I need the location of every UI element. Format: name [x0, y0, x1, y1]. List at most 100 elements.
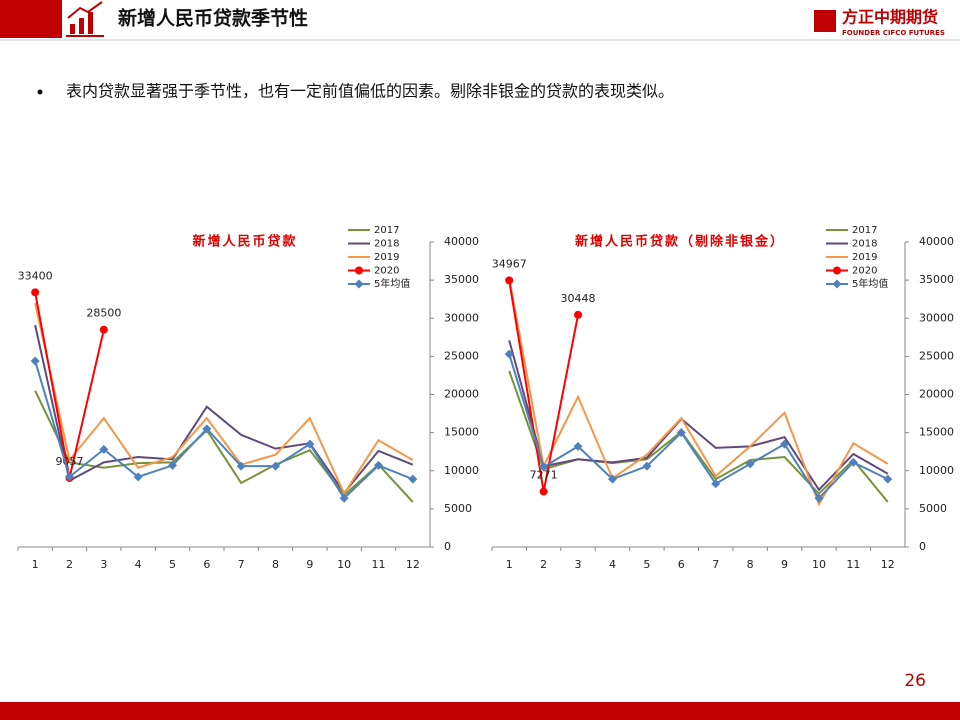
y-tick-label: 25000: [919, 349, 954, 362]
data-point: [99, 325, 108, 334]
x-tick-label: 5: [169, 558, 176, 571]
x-tick-label: 12: [881, 558, 895, 571]
legend-marker: [355, 266, 363, 275]
data-point: [883, 474, 893, 484]
legend-label: 5年均值: [852, 277, 888, 290]
x-tick-label: 1: [506, 558, 513, 571]
logo-mark: [814, 10, 836, 32]
x-tick-label: 6: [678, 558, 685, 571]
data-label: 9057: [56, 455, 84, 468]
data-point: [539, 462, 549, 472]
chart-title: 新增人民币贷款（剔除非银金）: [575, 234, 785, 250]
x-tick-label: 12: [406, 558, 420, 571]
x-tick-label: 2: [66, 558, 73, 571]
legend-marker: [354, 279, 364, 289]
x-tick-label: 3: [100, 558, 107, 571]
data-point: [271, 461, 280, 471]
y-tick-label: 40000: [444, 235, 479, 248]
x-tick-label: 10: [812, 558, 826, 571]
data-point: [814, 493, 824, 503]
data-point: [65, 472, 74, 482]
data-point: [30, 356, 40, 366]
x-tick-label: 7: [712, 558, 719, 571]
x-tick-label: 6: [203, 558, 210, 571]
x-tick-label: 10: [337, 558, 351, 571]
legend-marker: [832, 279, 842, 289]
y-tick-label: 30000: [444, 311, 479, 324]
header-block: [0, 0, 62, 38]
x-tick-label: 11: [846, 558, 860, 571]
data-point: [31, 288, 40, 297]
y-tick-label: 5000: [919, 502, 947, 515]
data-label: 34967: [492, 257, 527, 270]
series-line: [34, 302, 414, 496]
y-tick-label: 40000: [919, 235, 954, 248]
data-label: 7271: [530, 469, 558, 482]
y-tick-label: 30000: [919, 311, 954, 324]
x-tick-label: 8: [747, 558, 754, 571]
data-point: [168, 460, 177, 470]
y-tick-label: 20000: [444, 388, 479, 401]
bullet-text: 表内贷款显著强于季节性，也有一定前值偏低的因素。剔除非银金的贷款的表现类似。: [66, 82, 674, 101]
legend-label: 2018: [852, 239, 877, 250]
data-point: [745, 459, 755, 469]
x-tick-label: 11: [372, 558, 386, 571]
data-point: [133, 472, 143, 482]
data-label: 28500: [86, 307, 121, 320]
data-point: [99, 444, 109, 454]
y-tick-label: 10000: [919, 464, 954, 477]
x-tick-label: 7: [238, 558, 245, 571]
legend-label: 2017: [852, 225, 877, 236]
series-line: [508, 277, 889, 507]
bullet-dot: [37, 89, 43, 95]
x-tick-label: 4: [135, 558, 142, 571]
logo-text: 方正中期期货: [842, 8, 938, 27]
data-point: [539, 487, 548, 496]
data-point: [676, 428, 686, 438]
legend-marker: [833, 266, 841, 275]
data-point: [607, 474, 617, 484]
y-tick-label: 10000: [444, 464, 479, 477]
y-tick-label: 35000: [919, 273, 954, 286]
series-line: [34, 324, 414, 495]
x-tick-label: 1: [32, 558, 39, 571]
y-tick-label: 5000: [444, 502, 472, 515]
x-tick-label: 4: [609, 558, 616, 571]
x-tick-label: 2: [540, 558, 547, 571]
series-line: [508, 340, 889, 492]
series-line: [34, 360, 414, 500]
legend-label: 5年均值: [374, 277, 410, 290]
header-icon: [66, 1, 104, 37]
series-line: [508, 353, 889, 500]
legend-label: 2018: [374, 239, 399, 250]
legend-label: 2019: [374, 252, 399, 263]
data-point: [236, 461, 246, 471]
legend-label: 2020: [374, 266, 399, 277]
y-tick-label: 15000: [919, 426, 954, 439]
chart-title: 新增人民币贷款: [192, 234, 297, 250]
y-tick-label: 35000: [444, 273, 479, 286]
legend-label: 2020: [852, 266, 877, 277]
data-point: [780, 439, 790, 449]
legend-label: 2017: [374, 225, 399, 236]
data-point: [642, 461, 652, 471]
y-tick-label: 0: [919, 540, 926, 553]
data-point: [374, 460, 383, 470]
data-label: 30448: [561, 292, 596, 305]
x-tick-label: 8: [272, 558, 279, 571]
page-number: 26: [904, 671, 926, 691]
y-tick-label: 25000: [444, 349, 479, 362]
legend-label: 2019: [852, 252, 877, 263]
y-tick-label: 0: [444, 540, 451, 553]
x-tick-label: 5: [643, 558, 650, 571]
data-point: [339, 493, 349, 503]
footer-bar: [0, 702, 960, 720]
x-tick-label: 9: [306, 558, 313, 571]
series-line: [34, 390, 414, 503]
data-point: [848, 457, 858, 467]
data-point: [711, 479, 721, 489]
header-title: 新增人民币贷款季节性: [118, 7, 308, 30]
x-tick-label: 9: [781, 558, 788, 571]
data-point: [408, 474, 418, 484]
